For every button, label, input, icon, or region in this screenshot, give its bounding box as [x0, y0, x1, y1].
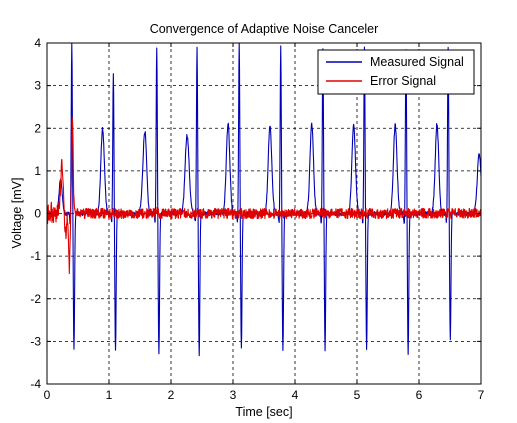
series-line-error-signal [46, 117, 482, 275]
y-tick-label: -1 [30, 249, 41, 263]
legend-label-measured-signal: Measured Signal [370, 55, 464, 69]
x-tick-label: 0 [44, 388, 51, 402]
legend-box [317, 49, 475, 95]
series-layer [46, 42, 482, 357]
y-tick-label: 4 [34, 36, 41, 50]
y-tick-label: 0 [34, 207, 41, 221]
chart-title: Convergence of Adaptive Noise Canceler [150, 22, 379, 36]
legend: Measured Signal Error Signal [317, 49, 475, 95]
x-tick-label: 4 [292, 388, 299, 402]
y-axis-label: Voltage [mV] [10, 178, 24, 249]
y-tick-label: -3 [30, 334, 41, 348]
y-tick-label: -2 [30, 292, 41, 306]
y-tick-label: -4 [30, 377, 41, 391]
x-tick-label: 7 [478, 388, 485, 402]
x-tick-label: 2 [168, 388, 175, 402]
x-tick-label: 1 [106, 388, 113, 402]
x-tick-label: 3 [230, 388, 237, 402]
x-axis-label: Time [sec] [235, 405, 292, 419]
y-tick-label: 1 [34, 164, 41, 178]
tick-labels: 0 1 2 3 4 5 6 7 -4 -3 -2 -1 0 1 2 3 4 [30, 36, 484, 402]
legend-label-error-signal: Error Signal [370, 74, 436, 88]
tick-marks [46, 42, 482, 385]
y-tick-label: 2 [34, 121, 41, 135]
x-tick-label: 5 [354, 388, 361, 402]
x-tick-label: 6 [416, 388, 423, 402]
y-tick-label: 3 [34, 79, 41, 93]
